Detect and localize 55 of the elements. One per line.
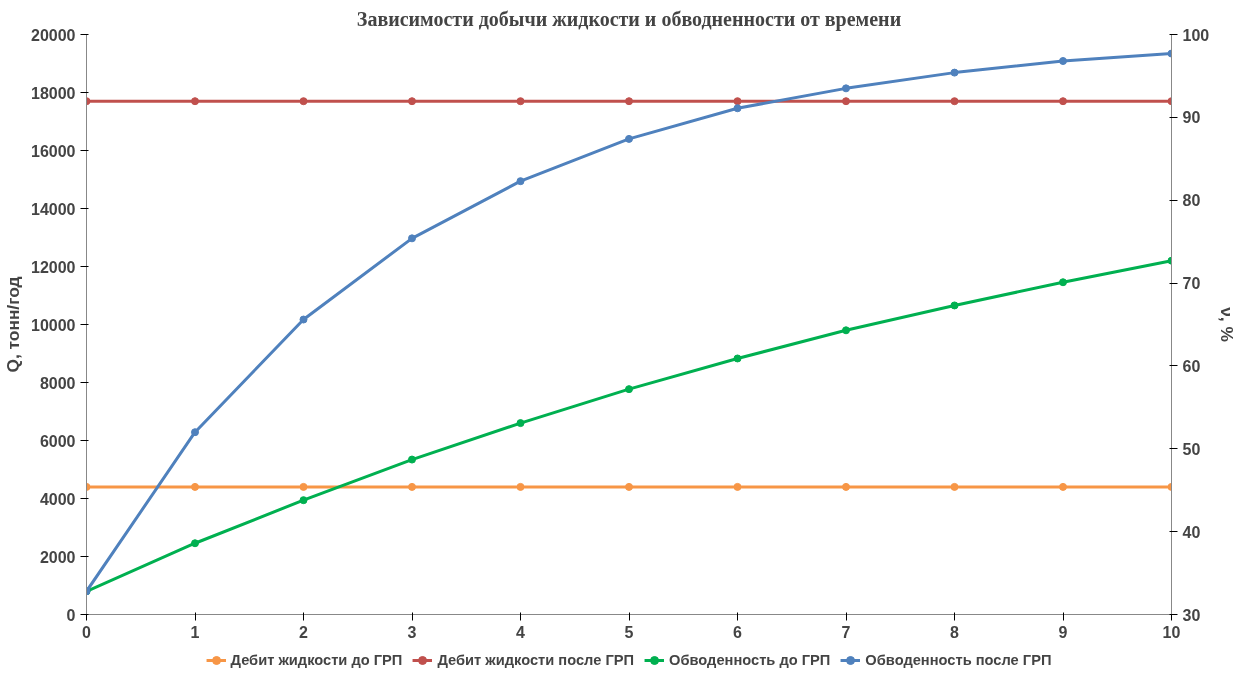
y-tick-label: 16000 [31,142,76,160]
point [299,315,308,324]
y2-tick-label: 80 [1182,192,1201,210]
y2-tick-label: 30 [1182,606,1201,624]
point [842,84,850,93]
point [191,539,199,548]
chart-title: Зависимости добычи жидкости и обводненности от времени [356,7,902,31]
point [516,177,525,186]
x-tick-label: 2 [299,623,309,641]
y2-tick-label: 50 [1182,440,1201,458]
point [1059,278,1067,287]
point [733,354,742,363]
point [625,385,633,394]
point [733,104,742,113]
legend-label: Дебит жидкости до ГРП [230,652,403,668]
point [408,455,416,464]
y2-tick-label: 100 [1182,26,1210,44]
point [625,134,633,143]
y-tick-label: 12000 [31,258,76,276]
point [299,496,308,505]
legend-label: Обводенность до ГРП [669,652,831,668]
legend-label: Дебит жидкости после ГРП [437,652,635,668]
point [950,68,959,77]
point [1059,57,1067,66]
x-tick-label: 1 [190,623,200,641]
x-tick-label: 9 [1058,623,1068,641]
point [950,301,959,310]
y2-axis-title: ν, % [1217,307,1238,342]
x-tick-label: 10 [1162,623,1181,641]
y-tick-label: 18000 [31,84,76,102]
y-tick-label: 14000 [31,200,76,218]
y-tick-label: 10000 [31,316,76,334]
y-tick-label: 20000 [31,26,76,44]
x-tick-label: 4 [516,623,526,641]
y2-tick-label: 40 [1182,523,1201,541]
y-tick-label: 6000 [39,432,76,450]
x-tick-label: 5 [624,623,634,641]
legend-label: Обводенность после ГРП [865,652,1052,668]
y-tick-label: 0 [66,606,76,624]
x-tick-label: 0 [82,623,92,641]
y-axis-title: Q, тонн/год [3,276,24,373]
x-tick-label: 7 [841,623,851,641]
x-tick-label: 3 [407,623,417,641]
y-tick-label: 2000 [39,548,76,566]
point [842,326,850,335]
y-tick-label: 8000 [39,374,76,392]
point [191,428,199,437]
point [408,234,416,243]
y2-tick-label: 90 [1182,109,1201,127]
y2-tick-label: 70 [1182,275,1201,293]
point [516,419,525,428]
x-tick-label: 6 [733,623,743,641]
x-tick-label: 8 [950,623,960,641]
y-tick-label: 4000 [39,490,76,508]
y2-tick-label: 60 [1182,357,1201,375]
